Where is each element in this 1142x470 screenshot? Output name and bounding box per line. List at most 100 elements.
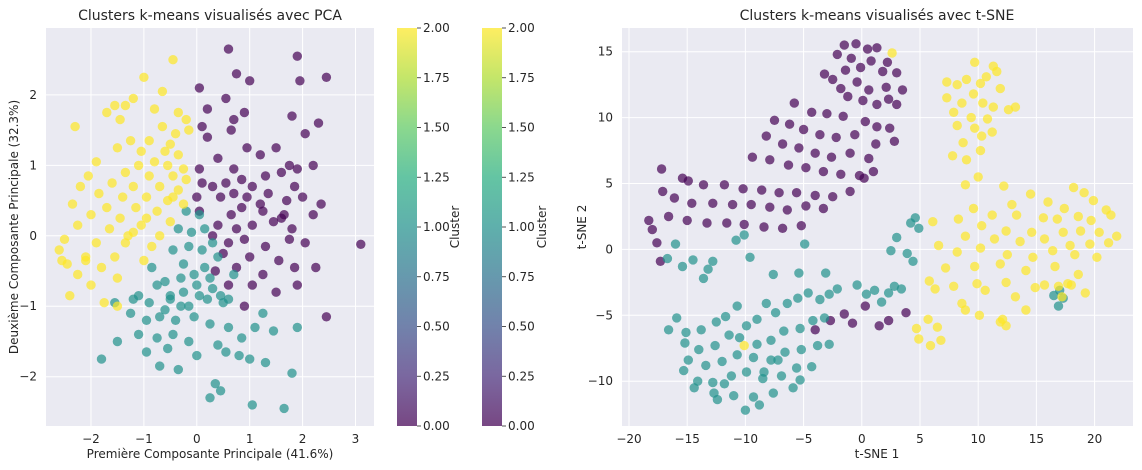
tsne-point-cluster-1 bbox=[752, 314, 762, 324]
tsne-point-cluster-2 bbox=[975, 243, 986, 253]
pca-point-cluster-0 bbox=[255, 199, 265, 209]
pca-point-cluster-2 bbox=[141, 192, 152, 202]
pca-point-cluster-2 bbox=[168, 55, 178, 65]
tsne-point-cluster-2 bbox=[1070, 250, 1080, 260]
tsne-point-cluster-0 bbox=[859, 173, 869, 183]
tsne-point-cluster-2 bbox=[952, 247, 962, 257]
pca-point-cluster-0 bbox=[237, 202, 247, 213]
tsne-point-cluster-1 bbox=[768, 269, 778, 280]
pca-point-cluster-0 bbox=[289, 181, 300, 192]
tsne-point-cluster-0 bbox=[796, 221, 806, 231]
colorbar-2-tick-label: 0.75 bbox=[508, 270, 535, 284]
pca-title: Clusters k-means visualisés avec PCA bbox=[78, 8, 342, 24]
pca-point-cluster-0 bbox=[295, 76, 305, 86]
tsne-point-cluster-2 bbox=[1073, 269, 1084, 280]
tsne-point-cluster-1 bbox=[876, 297, 887, 307]
pca-point-cluster-0 bbox=[231, 224, 242, 234]
tsne-point-cluster-1 bbox=[663, 325, 674, 335]
pca-point-cluster-2 bbox=[86, 210, 96, 220]
tsne-point-cluster-1 bbox=[748, 392, 759, 402]
pca-point-cluster-1 bbox=[200, 262, 210, 273]
pca-point-cluster-2 bbox=[131, 202, 141, 213]
tsne-point-cluster-1 bbox=[780, 347, 790, 357]
pca-point-cluster-0 bbox=[194, 164, 205, 174]
pca-point-cluster-2 bbox=[168, 171, 178, 181]
tsne-point-cluster-1 bbox=[670, 239, 681, 249]
pca-point-cluster-1 bbox=[192, 280, 202, 290]
colorbar-1-tick-label: 1.75 bbox=[423, 71, 450, 85]
tsne-point-cluster-1 bbox=[776, 371, 787, 381]
pca-point-cluster-2 bbox=[136, 220, 146, 230]
tsne-point-cluster-0 bbox=[836, 83, 846, 94]
tsne-point-cluster-2 bbox=[1028, 252, 1038, 262]
pca-point-cluster-2 bbox=[110, 100, 120, 111]
pca-point-cluster-2 bbox=[112, 301, 123, 311]
tsne-point-cluster-0 bbox=[852, 77, 862, 87]
tsne-point-cluster-2 bbox=[1112, 231, 1122, 241]
tsne-point-cluster-2 bbox=[1086, 215, 1096, 226]
pca-point-cluster-1 bbox=[141, 315, 152, 325]
pca-point-cluster-1 bbox=[207, 283, 218, 294]
pca-point-cluster-1 bbox=[168, 329, 178, 340]
tsne-point-cluster-0 bbox=[807, 107, 817, 118]
colorbar-2-tick-label: 1.25 bbox=[508, 170, 535, 184]
tsne-point-cluster-0 bbox=[885, 123, 895, 133]
tsne-point-cluster-2 bbox=[961, 155, 972, 165]
pca-point-cluster-1 bbox=[178, 287, 189, 297]
tsne-point-cluster-2 bbox=[999, 181, 1009, 191]
tsne-point-cluster-2 bbox=[936, 335, 946, 345]
tsne-point-cluster-1 bbox=[689, 383, 699, 393]
pca-point-cluster-1 bbox=[178, 259, 189, 269]
tsne-point-cluster-1 bbox=[708, 377, 718, 388]
pca-point-cluster-0 bbox=[207, 231, 218, 241]
tsne-point-cluster-1 bbox=[779, 326, 789, 336]
tsne-point-cluster-1 bbox=[745, 252, 755, 262]
pca-point-cluster-1 bbox=[155, 312, 165, 322]
tsne-point-cluster-1 bbox=[710, 340, 720, 351]
pca-point-cluster-2 bbox=[115, 213, 125, 223]
pca-point-cluster-1 bbox=[181, 206, 191, 216]
tsne-point-cluster-0 bbox=[738, 184, 748, 194]
tsne-point-cluster-1 bbox=[732, 350, 742, 360]
pca-point-cluster-1 bbox=[247, 400, 257, 410]
pca-point-cluster-2 bbox=[139, 72, 149, 83]
tsne-point-cluster-2 bbox=[980, 285, 990, 295]
pca-xtick-label: 0 bbox=[193, 432, 201, 446]
pca-point-cluster-1 bbox=[184, 241, 194, 252]
colorbar-2-tick-label: 2.00 bbox=[508, 21, 535, 35]
tsne-point-cluster-2 bbox=[1030, 282, 1040, 293]
pca-point-cluster-1 bbox=[215, 291, 226, 301]
tsne-point-cluster-2 bbox=[942, 77, 952, 87]
pca-point-cluster-2 bbox=[184, 125, 194, 135]
pca-point-cluster-1 bbox=[205, 273, 215, 283]
tsne-point-cluster-2 bbox=[952, 120, 962, 131]
tsne-xtick-label: 5 bbox=[916, 432, 924, 446]
tsne-point-cluster-2 bbox=[970, 57, 980, 67]
tsne-point-cluster-2 bbox=[1021, 265, 1031, 276]
tsne-point-cluster-0 bbox=[883, 315, 894, 326]
tsne-point-cluster-0 bbox=[846, 53, 856, 63]
pca-point-cluster-0 bbox=[247, 280, 257, 290]
pca-point-cluster-0 bbox=[308, 210, 318, 220]
pca-point-cluster-1 bbox=[223, 322, 234, 333]
pca-point-cluster-2 bbox=[83, 171, 94, 181]
tsne-point-cluster-0 bbox=[683, 176, 693, 186]
tsne-point-cluster-1 bbox=[694, 344, 704, 355]
tsne-point-cluster-2 bbox=[988, 102, 998, 112]
tsne-xlabel: t-SNE 1 bbox=[855, 447, 900, 461]
tsne-point-cluster-0 bbox=[810, 148, 820, 158]
pca-point-cluster-1 bbox=[133, 329, 144, 340]
pca-point-cluster-2 bbox=[94, 188, 104, 199]
tsne-point-cluster-0 bbox=[658, 186, 668, 197]
pca-point-cluster-2 bbox=[170, 129, 181, 139]
tsne-point-cluster-1 bbox=[734, 333, 745, 343]
tsne-point-cluster-2 bbox=[968, 203, 979, 214]
pca-point-cluster-2 bbox=[173, 107, 183, 118]
tsne-point-cluster-0 bbox=[839, 309, 849, 319]
tsne-point-cluster-1 bbox=[892, 232, 902, 243]
colorbar-2-tick-label: 0.25 bbox=[508, 369, 535, 383]
tsne-point-cluster-0 bbox=[845, 148, 855, 158]
tsne-point-cluster-0 bbox=[777, 139, 788, 149]
tsne-point-cluster-2 bbox=[1050, 261, 1060, 272]
pca-point-cluster-0 bbox=[239, 107, 250, 118]
